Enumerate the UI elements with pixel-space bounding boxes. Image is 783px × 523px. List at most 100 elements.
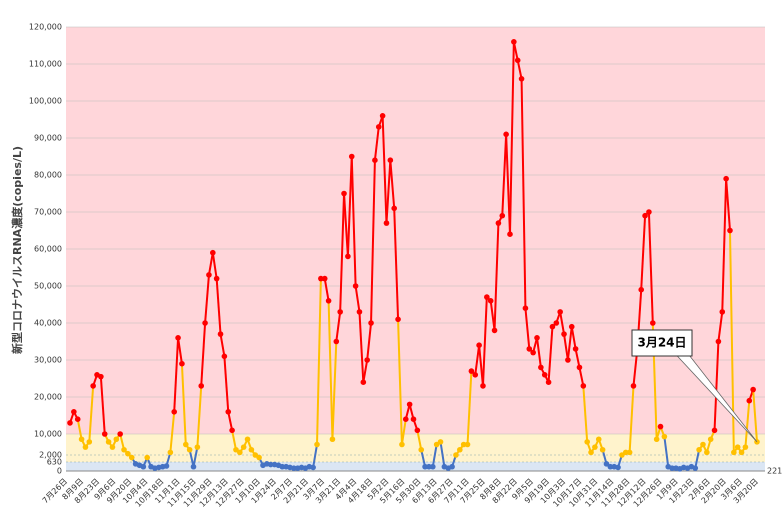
line-segment <box>373 126 380 161</box>
line-segment <box>99 376 106 435</box>
line-segment <box>439 441 446 467</box>
point <box>588 449 594 456</box>
point <box>700 441 706 448</box>
point <box>472 372 479 378</box>
point <box>738 449 745 456</box>
point <box>78 436 85 443</box>
point <box>418 446 425 453</box>
point <box>711 427 718 434</box>
point <box>607 463 614 470</box>
point <box>538 364 544 371</box>
line-segment <box>563 333 569 361</box>
point <box>734 444 741 450</box>
line-segment <box>327 300 334 440</box>
point <box>522 305 529 312</box>
point <box>310 464 316 471</box>
point <box>499 212 506 219</box>
point <box>202 320 208 326</box>
line-segment <box>393 208 400 320</box>
point <box>723 175 729 182</box>
line-segment <box>385 160 392 224</box>
line-segment <box>219 333 226 357</box>
point <box>580 383 587 389</box>
band <box>66 27 765 434</box>
line-segment <box>574 348 581 368</box>
annotation: 221 <box>767 467 782 476</box>
point <box>198 383 205 389</box>
y-tick-label: 40,000 <box>34 319 62 328</box>
point <box>429 463 436 470</box>
point <box>352 283 359 289</box>
point <box>557 309 563 315</box>
line-segment <box>508 41 515 235</box>
point <box>553 320 560 326</box>
y-tick-label: 70,000 <box>34 208 62 217</box>
line-segment <box>180 363 187 445</box>
line-segment <box>358 311 365 383</box>
point <box>391 205 398 212</box>
point <box>414 427 421 434</box>
point <box>549 323 556 330</box>
point <box>464 441 471 448</box>
point <box>742 444 749 450</box>
point <box>210 249 216 256</box>
point <box>337 309 343 315</box>
line-segment <box>713 341 720 431</box>
point <box>121 446 127 453</box>
line-segment <box>370 160 376 324</box>
line-segment <box>536 337 542 368</box>
line-segment <box>312 444 318 468</box>
line-segment <box>215 278 222 335</box>
point <box>364 357 370 363</box>
line-segment <box>474 345 481 375</box>
point <box>476 342 482 349</box>
point <box>194 444 201 450</box>
point <box>534 335 540 341</box>
point <box>74 416 81 423</box>
point <box>453 452 459 458</box>
point <box>541 372 548 378</box>
line-segment <box>316 278 322 445</box>
y-tick-label: 60,000 <box>34 245 62 254</box>
point <box>576 364 583 371</box>
line-segment <box>647 211 654 324</box>
point <box>206 272 212 278</box>
line-segment <box>323 278 330 301</box>
y-tick-label: 90,000 <box>34 134 62 143</box>
point <box>669 465 675 471</box>
point <box>484 294 490 300</box>
point <box>98 373 104 380</box>
point <box>568 323 575 330</box>
line-segment <box>192 446 199 467</box>
point <box>383 220 390 226</box>
line-segment <box>582 385 589 442</box>
point <box>514 57 521 64</box>
y-tick-label: 50,000 <box>34 282 62 291</box>
y-tick-label: 0 <box>57 467 62 476</box>
point <box>491 327 498 334</box>
point <box>630 383 637 389</box>
line-segment <box>516 60 523 80</box>
point <box>746 397 753 404</box>
point <box>561 331 567 337</box>
line-segment <box>640 215 647 290</box>
line-segment <box>420 449 427 467</box>
point <box>437 439 444 445</box>
line-segment <box>346 156 353 257</box>
line-segment <box>663 436 670 467</box>
line-segment <box>400 419 407 445</box>
point <box>163 463 170 469</box>
point <box>638 286 645 293</box>
point <box>460 441 467 448</box>
point <box>213 275 220 282</box>
point <box>707 436 714 443</box>
point <box>375 124 382 130</box>
point <box>318 275 324 282</box>
line-segment <box>559 311 566 335</box>
point <box>117 431 123 437</box>
line-segment <box>493 223 500 331</box>
band <box>66 462 765 471</box>
point <box>387 157 394 163</box>
y-tick-label: 120,000 <box>29 23 62 32</box>
point <box>653 436 660 443</box>
